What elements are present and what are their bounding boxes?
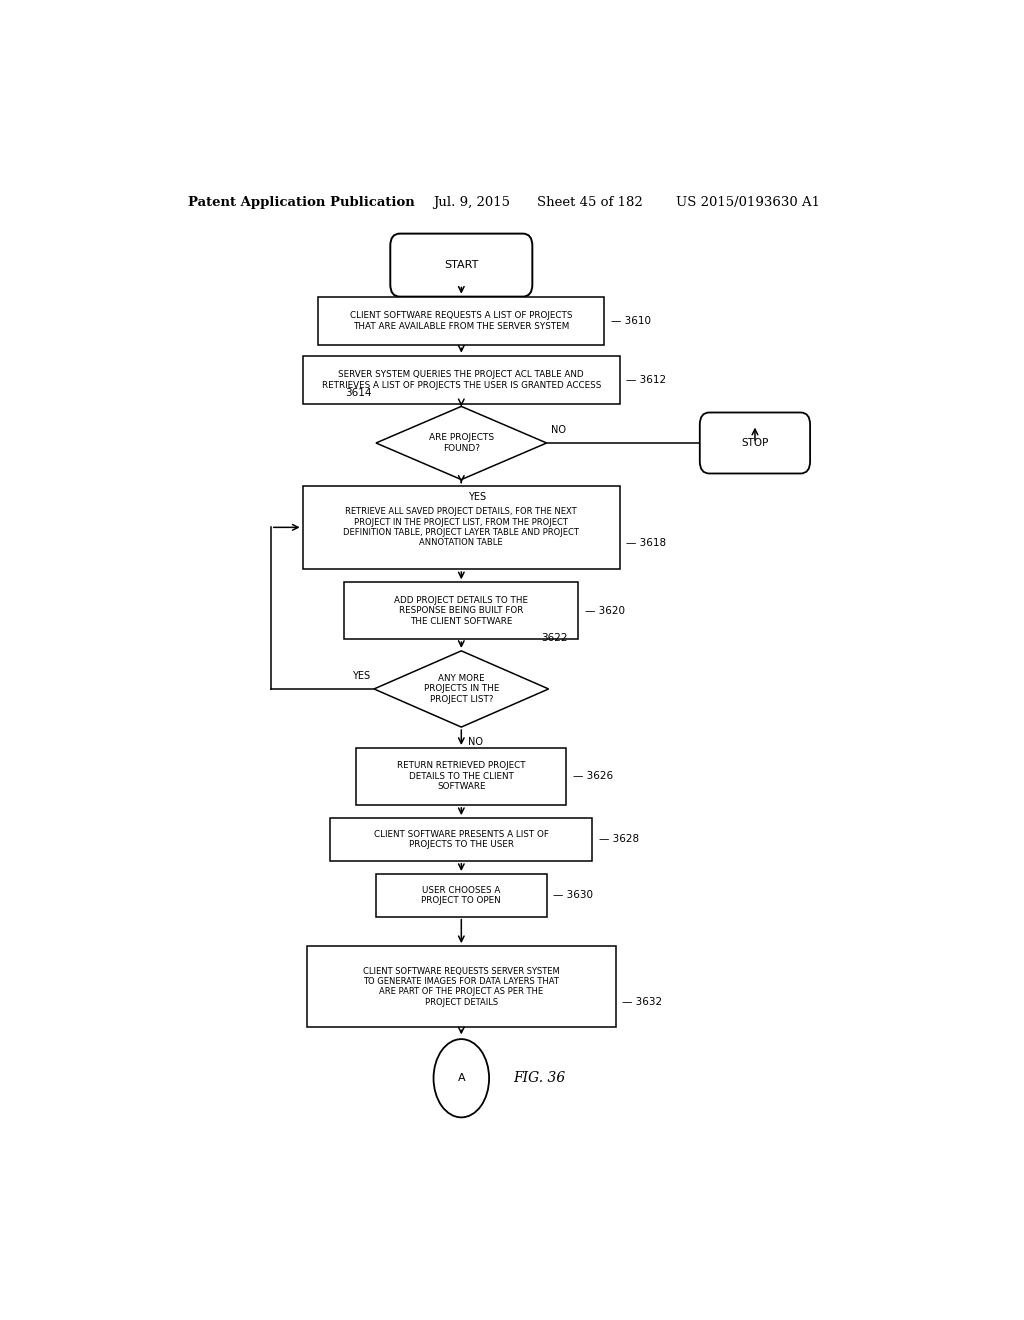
FancyBboxPatch shape	[390, 234, 532, 297]
Bar	[331, 818, 592, 861]
Text: 3622: 3622	[541, 632, 567, 643]
Bar	[356, 748, 566, 805]
Text: ANY MORE
PROJECTS IN THE
PROJECT LIST?: ANY MORE PROJECTS IN THE PROJECT LIST?	[424, 675, 499, 704]
Text: — 3630: — 3630	[553, 890, 593, 900]
Polygon shape	[376, 407, 547, 479]
Text: — 3628: — 3628	[599, 834, 639, 845]
Text: ADD PROJECT DETAILS TO THE
RESPONSE BEING BUILT FOR
THE CLIENT SOFTWARE: ADD PROJECT DETAILS TO THE RESPONSE BEIN…	[394, 595, 528, 626]
Bar	[318, 297, 604, 346]
Bar	[306, 946, 616, 1027]
Text: RETURN RETRIEVED PROJECT
DETAILS TO THE CLIENT
SOFTWARE: RETURN RETRIEVED PROJECT DETAILS TO THE …	[397, 762, 525, 791]
Text: — 3618: — 3618	[627, 537, 667, 548]
Text: NO: NO	[551, 425, 565, 434]
Text: CLIENT SOFTWARE REQUESTS SERVER SYSTEM
TO GENERATE IMAGES FOR DATA LAYERS THAT
A: CLIENT SOFTWARE REQUESTS SERVER SYSTEM T…	[362, 966, 560, 1007]
Text: 3614: 3614	[345, 388, 372, 399]
Text: US 2015/0193630 A1: US 2015/0193630 A1	[676, 195, 819, 209]
Text: CLIENT SOFTWARE PRESENTS A LIST OF
PROJECTS TO THE USER: CLIENT SOFTWARE PRESENTS A LIST OF PROJE…	[374, 830, 549, 849]
Bar	[376, 874, 547, 916]
Text: SERVER SYSTEM QUERIES THE PROJECT ACL TABLE AND
RETRIEVES A LIST OF PROJECTS THE: SERVER SYSTEM QUERIES THE PROJECT ACL TA…	[322, 371, 601, 389]
Text: ARE PROJECTS
FOUND?: ARE PROJECTS FOUND?	[429, 433, 494, 453]
Ellipse shape	[433, 1039, 489, 1117]
Text: Patent Application Publication: Patent Application Publication	[187, 195, 415, 209]
Text: Sheet 45 of 182: Sheet 45 of 182	[537, 195, 642, 209]
Text: YES: YES	[468, 492, 485, 502]
Text: — 3632: — 3632	[623, 997, 663, 1007]
Polygon shape	[374, 651, 549, 727]
Text: YES: YES	[352, 671, 370, 681]
Text: RETRIEVE ALL SAVED PROJECT DETAILS, FOR THE NEXT
PROJECT IN THE PROJECT LIST, FR: RETRIEVE ALL SAVED PROJECT DETAILS, FOR …	[343, 507, 580, 548]
Bar	[344, 582, 579, 639]
Text: A: A	[458, 1073, 465, 1084]
Text: USER CHOOSES A
PROJECT TO OPEN: USER CHOOSES A PROJECT TO OPEN	[422, 886, 501, 906]
Text: — 3610: — 3610	[610, 315, 650, 326]
Text: NO: NO	[468, 738, 482, 747]
Text: — 3620: — 3620	[585, 606, 625, 615]
Bar	[303, 355, 621, 404]
Text: Jul. 9, 2015: Jul. 9, 2015	[433, 195, 511, 209]
Text: START: START	[444, 260, 478, 271]
Text: CLIENT SOFTWARE REQUESTS A LIST OF PROJECTS
THAT ARE AVAILABLE FROM THE SERVER S: CLIENT SOFTWARE REQUESTS A LIST OF PROJE…	[350, 312, 572, 331]
Text: — 3626: — 3626	[572, 771, 613, 781]
Bar	[303, 486, 621, 569]
Text: — 3612: — 3612	[627, 375, 667, 385]
Text: STOP: STOP	[741, 438, 769, 447]
Text: FIG. 36: FIG. 36	[513, 1072, 565, 1085]
FancyBboxPatch shape	[699, 412, 810, 474]
